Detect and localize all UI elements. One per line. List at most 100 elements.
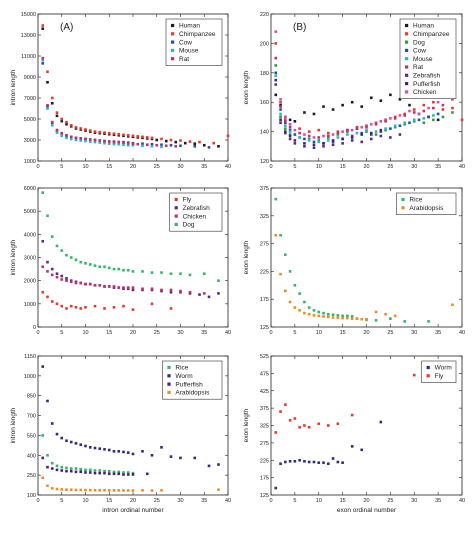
legend-entry: Fly [183, 197, 192, 204]
data-point [112, 140, 116, 144]
data-point [141, 135, 144, 139]
data-point [98, 284, 102, 287]
data-point [107, 140, 111, 143]
data-point [179, 139, 182, 142]
data-point [107, 142, 111, 145]
data-point [279, 112, 282, 116]
legend-entry: Dog [413, 39, 425, 46]
legend-swatch [405, 23, 409, 28]
data-point [355, 125, 359, 129]
x-tick-label: 10 [316, 330, 322, 336]
data-point [74, 258, 78, 262]
data-point [303, 459, 306, 463]
y-tick-label: 250 [27, 473, 36, 479]
data-point [393, 125, 397, 129]
data-point [179, 144, 182, 148]
x-tick-label: 35 [201, 164, 207, 170]
y-axis-label: exon length [243, 240, 250, 274]
data-point [79, 443, 83, 446]
data-point [46, 399, 49, 403]
data-point [46, 107, 49, 110]
data-point [207, 146, 211, 149]
data-point [155, 143, 159, 147]
data-point [46, 295, 49, 299]
data-point [379, 120, 383, 123]
y-tick-label: 225 [260, 269, 269, 275]
data-point [217, 463, 220, 466]
data-point [41, 58, 45, 62]
data-point [84, 488, 87, 492]
series-zebrafish [41, 239, 220, 299]
x-tick-label: 35 [435, 164, 441, 170]
data-point [427, 106, 430, 110]
data-point [202, 143, 206, 147]
data-point [55, 114, 59, 118]
data-point [441, 108, 445, 111]
data-point [46, 270, 49, 273]
data-point [41, 434, 45, 437]
data-point [88, 140, 92, 143]
data-point [327, 315, 330, 319]
data-point [279, 108, 282, 111]
data-point [288, 300, 292, 304]
series-rat [41, 56, 178, 148]
y-tick-label: 3000 [24, 138, 36, 144]
y-tick-label: 1000 [24, 374, 36, 380]
y-tick-label: 1000 [24, 159, 36, 165]
data-point [126, 489, 130, 492]
x-tick-label: 20 [130, 164, 136, 170]
data-point [69, 256, 73, 259]
data-point [79, 137, 83, 140]
data-point [41, 290, 45, 294]
data-point [46, 214, 49, 218]
data-point [126, 133, 130, 137]
y-tick-label: 160 [260, 100, 269, 106]
data-point [122, 473, 125, 476]
x-axis-label: exon ordinal number [337, 507, 397, 514]
y-tick-label: 275 [260, 242, 269, 248]
data-point [279, 272, 282, 276]
data-point [432, 114, 435, 117]
y-tick-label: 180 [260, 71, 269, 77]
data-point [74, 126, 78, 129]
data-point [169, 290, 173, 294]
legend-entry: Human [413, 23, 434, 30]
data-point [160, 288, 163, 292]
data-point [279, 115, 282, 119]
series-fly [274, 373, 416, 434]
legend-swatch [405, 57, 409, 61]
x-tick-label: 25 [154, 164, 160, 170]
y-tick-label: 120 [260, 159, 269, 165]
x-tick-label: 15 [340, 164, 346, 170]
data-point [112, 306, 116, 309]
x-tick-label: 10 [316, 498, 322, 504]
data-point [365, 124, 368, 128]
data-point [55, 128, 59, 132]
data-point [341, 103, 344, 107]
data-point [436, 112, 440, 116]
data-point [408, 109, 411, 113]
data-point [331, 108, 335, 111]
data-point [288, 133, 292, 136]
data-point [150, 145, 154, 148]
data-point [312, 146, 316, 150]
legend-swatch [171, 32, 175, 36]
data-point [141, 270, 144, 273]
data-point [98, 471, 102, 475]
y-tick-label: 7000 [24, 96, 36, 102]
data-point [279, 103, 282, 107]
legend-swatch [405, 73, 409, 77]
data-point [50, 461, 54, 465]
data-point [427, 320, 430, 323]
data-point [288, 122, 292, 126]
data-point [84, 471, 87, 474]
data-point [331, 313, 335, 317]
data-point [288, 118, 292, 122]
data-point [98, 447, 102, 450]
data-point [179, 456, 182, 460]
data-point [355, 317, 359, 320]
legend-box [169, 192, 223, 232]
y-tick-label: 13000 [21, 33, 36, 39]
data-point [84, 137, 87, 141]
